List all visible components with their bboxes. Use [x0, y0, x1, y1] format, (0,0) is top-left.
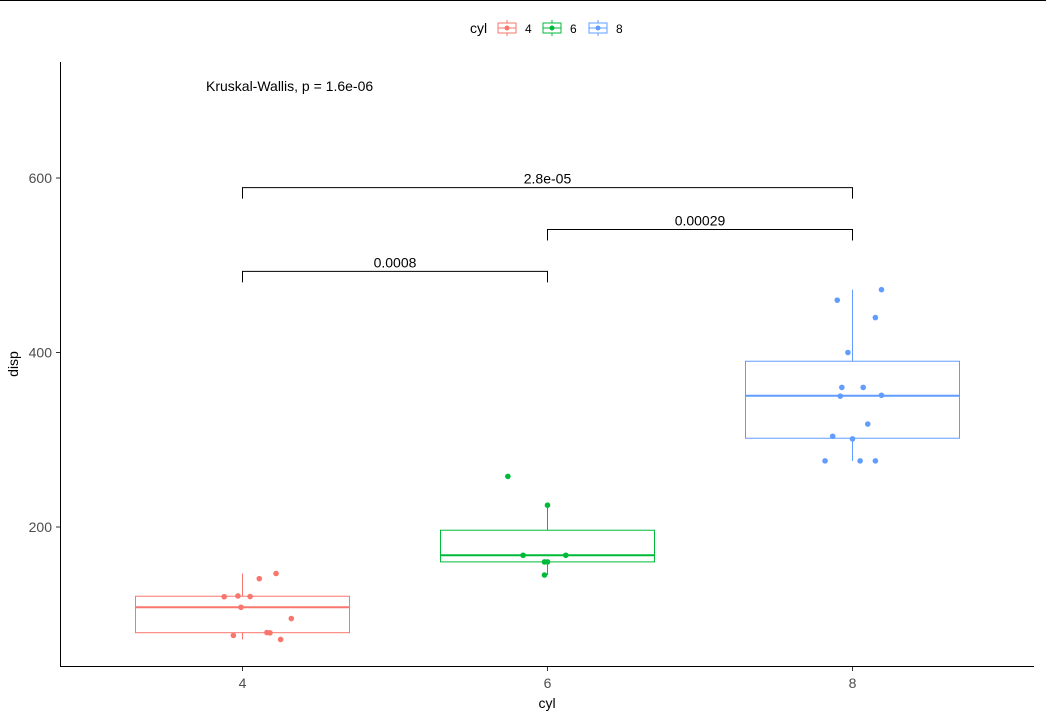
point-4-5: [277, 636, 284, 643]
boxes: [135, 289, 960, 640]
point-8-2: [872, 314, 879, 321]
comparison-4-6: 0.0008: [242, 254, 548, 283]
data-points: [221, 286, 885, 643]
point-8-0: [834, 297, 841, 303]
point-6-6: [541, 572, 548, 578]
box-group-8: [745, 289, 960, 461]
comparison-label-4-8: 2.8e-05: [524, 171, 572, 187]
x-tick-label-6: 6: [544, 675, 552, 691]
point-8-10: [849, 436, 856, 442]
point-4-7: [264, 629, 270, 636]
legend-key-point-8: [595, 25, 601, 31]
legend-item-8: 8: [588, 20, 623, 36]
kruskal-wallis-annotation: Kruskal-Wallis, p = 1.6e-06: [206, 78, 373, 94]
point-4-10: [235, 593, 241, 599]
legend-title: cyl: [470, 20, 487, 36]
comparison-bracket-4-8: [242, 187, 853, 199]
comparison-bracket-4-6: [242, 270, 548, 283]
point-8-12: [857, 458, 863, 464]
point-8-5: [860, 384, 866, 391]
y-axis-title: disp: [5, 351, 21, 377]
point-4-6: [221, 593, 227, 600]
point-4-9: [288, 615, 295, 622]
point-6-2: [520, 552, 526, 559]
point-8-3: [845, 349, 851, 356]
point-8-7: [878, 392, 885, 399]
point-4-8: [247, 593, 253, 600]
x-tick-label-8: 8: [849, 675, 857, 691]
axes: [60, 62, 1034, 667]
point-8-8: [864, 421, 871, 427]
point-6-3: [563, 552, 569, 559]
comparison-4-8: 2.8e-05: [242, 171, 853, 199]
comparison-6-8: 0.00029: [547, 212, 853, 241]
legend-label-4: 4: [525, 22, 532, 36]
point-6-5: [544, 559, 551, 565]
point-4-0: [238, 604, 244, 611]
comparison-bracket-6-8: [547, 228, 853, 241]
y-tick-label-200: 200: [29, 519, 53, 535]
legend-key-point-4: [504, 25, 510, 31]
y-tick-label-600: 600: [29, 170, 53, 186]
point-8-4: [839, 384, 845, 391]
x-axis-title: cyl: [538, 695, 555, 711]
x-tick-label-4: 4: [239, 675, 247, 691]
point-8-11: [822, 458, 828, 464]
legend-label-6: 6: [570, 22, 577, 36]
point-8-6: [837, 393, 844, 399]
comparison-brackets: 0.0008 0.00029 2.8e-05: [242, 171, 853, 283]
point-8-9: [829, 433, 836, 440]
point-4-1: [273, 570, 279, 577]
y-tick-label-400: 400: [29, 345, 53, 361]
legend-item-4: 4: [497, 20, 532, 36]
point-4-2: [256, 575, 263, 582]
y-axis-ticks: 200 400 600: [29, 170, 60, 535]
point-8-13: [872, 458, 879, 464]
point-6-1: [544, 502, 551, 508]
legend-key-point-6: [549, 25, 555, 31]
legend-label-8: 8: [616, 22, 623, 36]
box-4: [135, 595, 350, 634]
x-axis-ticks: 4 6 8: [239, 667, 857, 691]
point-6-0: [505, 473, 511, 480]
top-border-line: [0, 0, 1046, 1]
legend: cyl 4 6 8: [470, 20, 623, 36]
point-8-1: [878, 286, 885, 293]
box-8: [745, 360, 960, 439]
comparison-label-4-6: 0.0008: [374, 254, 417, 270]
comparison-label-6-8: 0.00029: [675, 212, 726, 228]
box-6: [440, 529, 655, 563]
point-4-4: [230, 632, 237, 639]
legend-item-6: 6: [542, 20, 577, 36]
